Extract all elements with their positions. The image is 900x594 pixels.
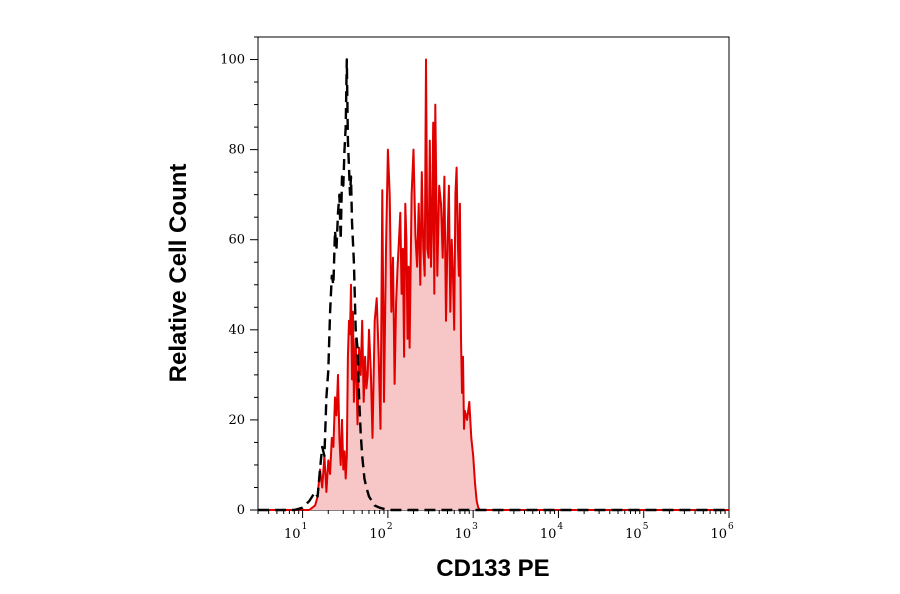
plot-frame xyxy=(257,36,730,511)
plot-area xyxy=(257,36,730,512)
x-tick-label: 10 xyxy=(540,527,557,542)
stained-sample-line xyxy=(258,58,729,511)
y-tick-label: 100 xyxy=(220,53,245,68)
y-axis-title: Relative Cell Count xyxy=(165,164,192,383)
y-tick-label: 0 xyxy=(237,503,245,518)
x-tick-exponent: 6 xyxy=(728,522,734,532)
x-tick-exponent: 2 xyxy=(387,522,393,532)
x-tick-exponent: 5 xyxy=(643,522,649,532)
y-tick-label: 20 xyxy=(228,413,245,428)
y-tick-label: 60 xyxy=(228,233,245,248)
x-tick-exponent: 4 xyxy=(557,522,563,532)
x-axis-title: CD133 PE xyxy=(436,555,549,582)
stained-sample-fill xyxy=(258,59,729,510)
x-tick-exponent: 3 xyxy=(472,522,478,532)
y-tick-label: 40 xyxy=(228,323,245,338)
x-tick-label: 10 xyxy=(625,527,642,542)
x-tick-label: 10 xyxy=(710,527,727,542)
x-tick-label: 10 xyxy=(284,527,301,542)
y-tick-label: 80 xyxy=(228,143,245,158)
x-tick-exponent: 1 xyxy=(302,522,308,532)
x-tick-label: 10 xyxy=(455,527,472,542)
control-dashed-line xyxy=(258,58,729,512)
x-tick-label: 10 xyxy=(369,527,386,542)
